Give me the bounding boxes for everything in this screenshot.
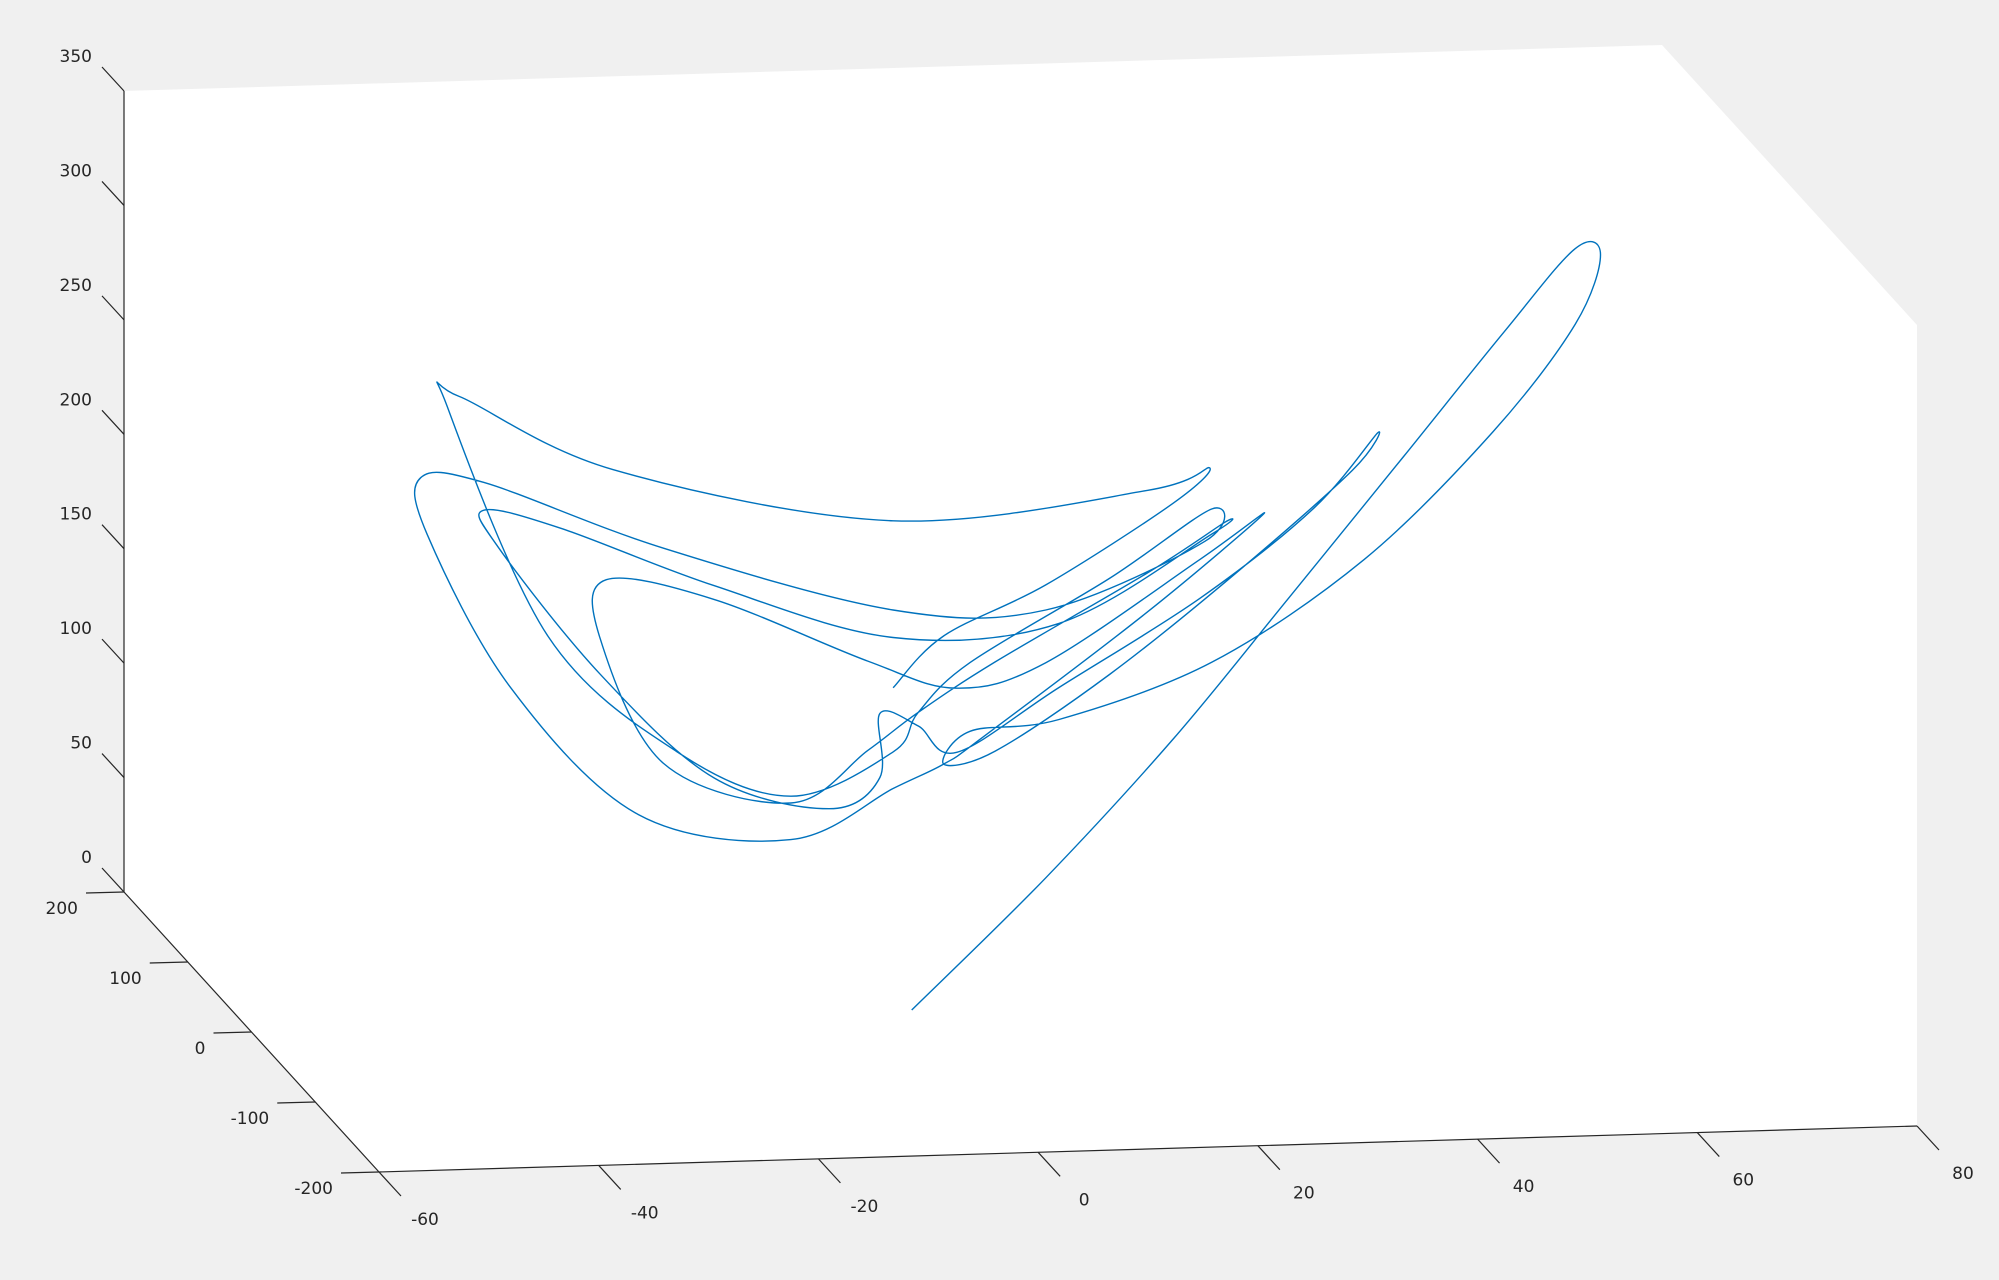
z-tick [101, 753, 125, 778]
z-tick-label: 100 [60, 619, 92, 639]
x-tick-label: -60 [411, 1210, 439, 1230]
y-tick [277, 1101, 316, 1104]
z-tick [101, 638, 125, 664]
z-tick-label: 200 [60, 390, 92, 410]
z-tick-label: 250 [60, 276, 92, 296]
x-tick-label: 80 [1952, 1164, 1974, 1184]
x-tick-label: 60 [1732, 1171, 1754, 1191]
z-tick-label: 50 [70, 734, 92, 754]
axes-background [124, 45, 1917, 1172]
x-axis-line [378, 1125, 1918, 1173]
z-tick [101, 867, 125, 893]
x-tick [1477, 1138, 1501, 1164]
x-tick [1257, 1145, 1281, 1171]
y-tick-label: 0 [195, 1039, 206, 1059]
y-tick-label: -100 [231, 1109, 270, 1129]
y-tick-label: 200 [46, 899, 78, 919]
x-tick-label: 20 [1293, 1184, 1315, 1204]
z-tick [101, 66, 125, 92]
x-tick-label: -20 [851, 1197, 879, 1217]
x-tick [817, 1158, 841, 1184]
z-tick [101, 295, 125, 321]
x-tick-label: 40 [1513, 1177, 1535, 1197]
y-tick-label: -200 [294, 1179, 333, 1199]
z-tick-label: 0 [81, 848, 92, 868]
x-tick-label: 0 [1079, 1190, 1090, 1210]
x-tick [1916, 1125, 1940, 1151]
x-tick-label: -40 [631, 1203, 659, 1223]
z-tick [101, 409, 125, 435]
y-tick [213, 1031, 252, 1034]
y-tick [340, 1171, 380, 1174]
z-tick-label: 350 [60, 47, 92, 67]
x-tick [1037, 1151, 1061, 1177]
z-tick [101, 181, 125, 206]
z-tick [101, 524, 125, 550]
z-tick-label: 300 [60, 161, 92, 181]
y-tick-label: 100 [109, 969, 141, 989]
x-tick [378, 1171, 402, 1197]
y-tick [85, 891, 125, 894]
x-tick [1696, 1132, 1720, 1157]
y-tick [149, 961, 188, 964]
trajectory-line [413, 240, 1602, 1011]
x-tick [598, 1165, 622, 1190]
z-tick-label: 150 [60, 505, 92, 525]
